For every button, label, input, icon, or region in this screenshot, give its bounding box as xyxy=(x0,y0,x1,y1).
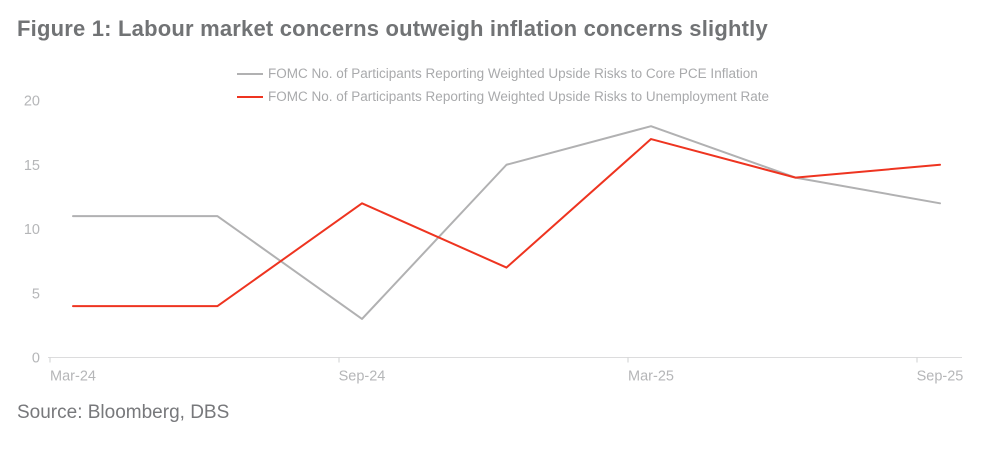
y-axis-tick-label: 20 xyxy=(24,94,40,110)
y-axis-tick-label: 0 xyxy=(32,351,40,367)
x-axis-tick-label: Sep-24 xyxy=(339,369,386,385)
x-axis-tick-label: Mar-25 xyxy=(628,369,674,385)
y-axis-tick-label: 15 xyxy=(24,158,40,174)
legend-line-swatch xyxy=(237,95,264,98)
chart-legend: FOMC No. of Participants Reporting Weigh… xyxy=(237,66,769,104)
y-axis-tick-label: 10 xyxy=(24,222,40,238)
x-axis-tick-label: Mar-24 xyxy=(50,369,96,385)
x-axis-tick-label: Sep-25 xyxy=(917,369,964,385)
legend-line-swatch xyxy=(237,72,264,75)
series-line-unemployment-rate xyxy=(72,138,941,308)
y-axis-tick-label: 5 xyxy=(32,286,40,302)
legend-label: FOMC No. of Participants Reporting Weigh… xyxy=(268,89,769,104)
line-chart: 0 5 10 15 20 Mar-24 Sep-24 Mar-25 Sep-25 xyxy=(24,94,964,385)
legend-item[interactable]: FOMC No. of Participants Reporting Weigh… xyxy=(237,66,758,81)
legend-item[interactable]: FOMC No. of Participants Reporting Weigh… xyxy=(237,89,769,104)
figure-title: Figure 1: Labour market concerns outweig… xyxy=(17,16,768,41)
series-line-core-pce-inflation xyxy=(72,125,941,320)
source-note: Source: Bloomberg, DBS xyxy=(17,402,230,423)
legend-label: FOMC No. of Participants Reporting Weigh… xyxy=(268,66,758,81)
